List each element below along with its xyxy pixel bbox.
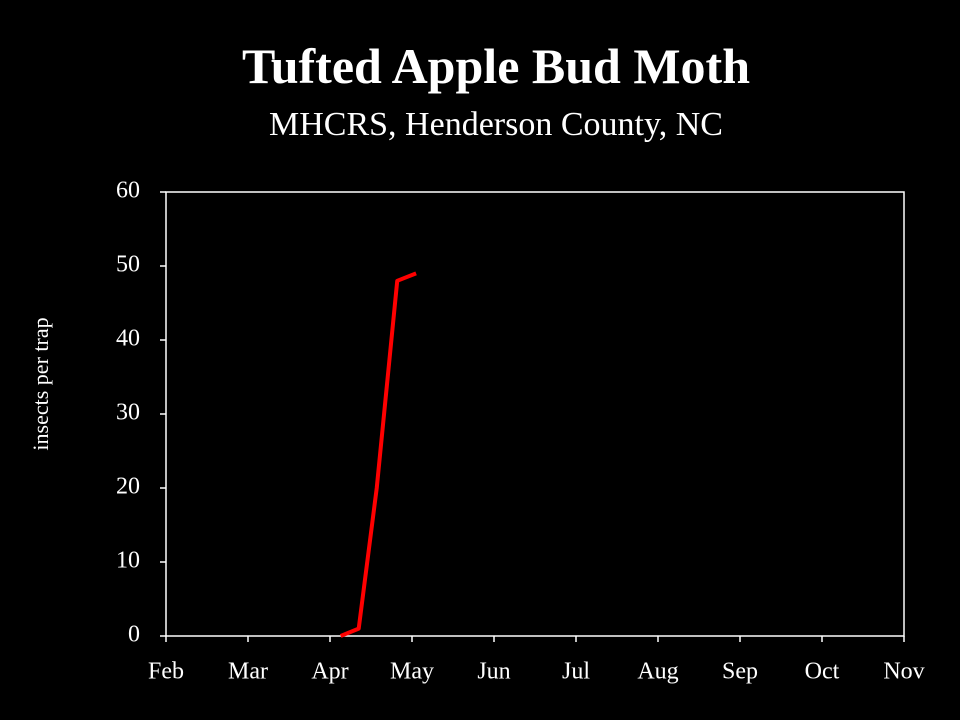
x-tick-label: Sep: [722, 659, 758, 685]
y-tick-label: 0: [128, 622, 140, 648]
y-tick-label: 20: [116, 474, 140, 500]
data-line: [339, 271, 417, 638]
y-tick-label: 10: [116, 548, 140, 574]
x-tick-label: Jun: [477, 659, 510, 685]
y-tick-label: 50: [116, 252, 140, 278]
y-tick-label: 60: [116, 178, 140, 204]
x-tick-label: Mar: [228, 659, 268, 685]
x-tick-label: Feb: [148, 659, 184, 685]
y-tick-label: 30: [116, 400, 140, 426]
x-tick-label: Nov: [883, 659, 924, 685]
x-tick-label: May: [390, 659, 434, 685]
x-tick-label: Aug: [637, 659, 678, 685]
y-tick-label: 40: [116, 326, 140, 352]
x-tick-label: Oct: [805, 659, 840, 685]
chart-title: Tufted Apple Bud Moth: [242, 38, 750, 94]
chart-subtitle: MHCRS, Henderson County, NC: [269, 106, 723, 143]
x-tick-label: Apr: [311, 659, 348, 685]
x-tick-label: Jul: [562, 659, 590, 685]
y-axis-label: insects per trap: [28, 317, 53, 450]
